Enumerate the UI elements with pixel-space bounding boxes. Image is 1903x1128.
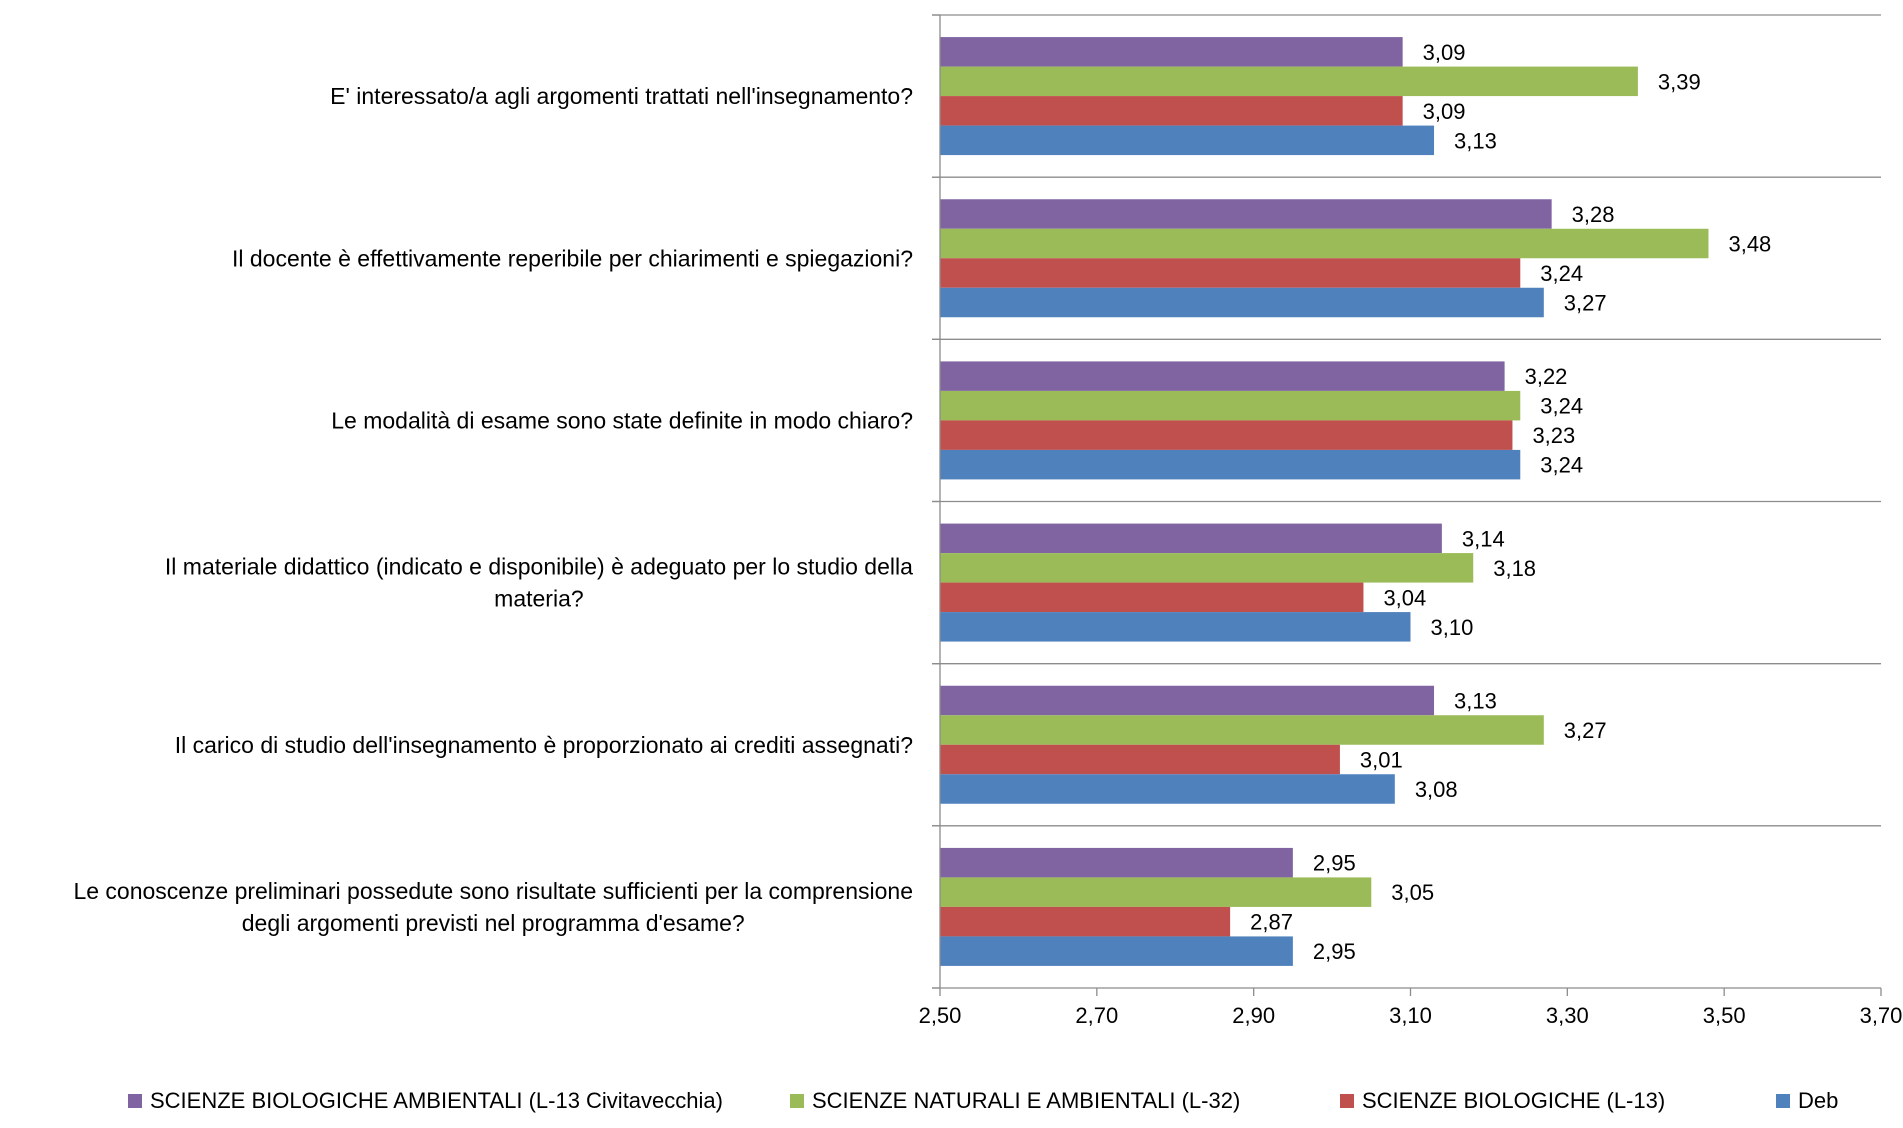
x-tick-label: 3,10 — [1389, 1003, 1432, 1028]
bar — [940, 66, 1638, 97]
legend-swatch — [128, 1094, 142, 1108]
data-label: 3,13 — [1454, 689, 1497, 714]
legend-label: SCIENZE BIOLOGICHE (L-13) — [1362, 1088, 1665, 1113]
legend-label: SCIENZE BIOLOGICHE AMBIENTALI (L-13 Civi… — [150, 1088, 723, 1113]
bar — [940, 523, 1442, 554]
data-label: 3,28 — [1572, 202, 1615, 227]
bar — [940, 361, 1505, 391]
data-labels: 3,09 3,39 3,09 3,13 3,28 3,48 3,24 3,27 3,22 3,24… — [1250, 40, 1771, 964]
category-label: Il docente è effettivamente reperibile p… — [232, 245, 913, 271]
bars — [940, 37, 1709, 966]
data-label: 3,24 — [1540, 394, 1583, 419]
bar — [940, 906, 1231, 937]
data-label: 3,08 — [1415, 777, 1458, 802]
data-label: 2,95 — [1313, 851, 1356, 876]
bar — [940, 715, 1544, 745]
data-label: 3,10 — [1431, 615, 1474, 640]
bar — [940, 612, 1411, 642]
bar — [940, 553, 1474, 583]
data-label: 3,39 — [1658, 69, 1701, 94]
x-tick-label: 2,70 — [1075, 1003, 1118, 1028]
data-label: 3,24 — [1540, 261, 1583, 286]
legend-item: Deb — [1776, 1088, 1838, 1113]
x-tick-label: 2,90 — [1232, 1003, 1275, 1028]
x-tick-label: 3,70 — [1860, 1003, 1903, 1028]
bar — [940, 199, 1552, 229]
legend: SCIENZE BIOLOGICHE AMBIENTALI (L-13 Civi… — [128, 1088, 1838, 1113]
data-label: 3,27 — [1564, 291, 1607, 316]
x-tick-label: 3,30 — [1546, 1003, 1589, 1028]
data-label: 3,05 — [1391, 880, 1434, 905]
legend-label: SCIENZE NATURALI E AMBIENTALI (L-32) — [812, 1088, 1240, 1113]
bar — [940, 37, 1403, 67]
bar — [940, 96, 1403, 126]
category-label: E' interessato/a agli argomenti trattati… — [330, 83, 913, 109]
data-label: 3,04 — [1383, 585, 1426, 610]
bar — [940, 390, 1521, 421]
data-label: 3,27 — [1564, 718, 1607, 743]
category-label: Le modalità di esame sono state definite… — [331, 407, 913, 433]
bar — [940, 125, 1435, 156]
bar — [940, 774, 1395, 804]
data-label: 3,09 — [1423, 40, 1466, 65]
data-label: 3,09 — [1423, 99, 1466, 124]
data-label: 3,22 — [1525, 364, 1568, 389]
grid-lines — [932, 14, 1881, 827]
legend-item: SCIENZE NATURALI E AMBIENTALI (L-32) — [790, 1088, 1240, 1113]
bar — [940, 847, 1293, 878]
legend-label: Deb — [1798, 1088, 1838, 1113]
data-label: 2,95 — [1313, 939, 1356, 964]
bar — [940, 744, 1340, 775]
bar — [940, 685, 1435, 716]
bar — [940, 936, 1293, 966]
data-label: 3,24 — [1540, 453, 1583, 478]
bar — [940, 287, 1544, 318]
data-label: 3,14 — [1462, 526, 1505, 551]
legend-item: SCIENZE BIOLOGICHE (L-13) — [1340, 1088, 1665, 1113]
x-axis: 2,50 2,70 2,90 3,10 3,30 3,50 3,70 — [919, 14, 1903, 1028]
category-labels: E' interessato/a agli argomenti trattati… — [73, 83, 913, 936]
data-label: 2,87 — [1250, 910, 1293, 935]
category-label: Il materiale didattico (indicato e dispo… — [165, 554, 913, 612]
legend-swatch — [790, 1094, 804, 1108]
legend-swatch — [1776, 1094, 1790, 1108]
bar — [940, 420, 1513, 450]
bar — [940, 228, 1709, 259]
bar — [940, 877, 1372, 907]
legend-item: SCIENZE BIOLOGICHE AMBIENTALI (L-13 Civi… — [128, 1088, 723, 1113]
data-label: 3,01 — [1360, 748, 1403, 773]
bar — [940, 449, 1521, 480]
x-tick-label: 3,50 — [1703, 1003, 1746, 1028]
x-tick-label: 2,50 — [919, 1003, 962, 1028]
data-label: 3,48 — [1728, 232, 1771, 257]
category-label: Le conoscenze preliminari possedute sono… — [73, 878, 913, 936]
category-label: Il carico di studio dell'insegnamento è … — [175, 732, 913, 758]
legend-swatch — [1340, 1094, 1354, 1108]
data-label: 3,13 — [1454, 128, 1497, 153]
bar — [940, 258, 1521, 288]
data-label: 3,23 — [1532, 423, 1575, 448]
bar — [940, 582, 1364, 613]
data-label: 3,18 — [1493, 556, 1536, 581]
